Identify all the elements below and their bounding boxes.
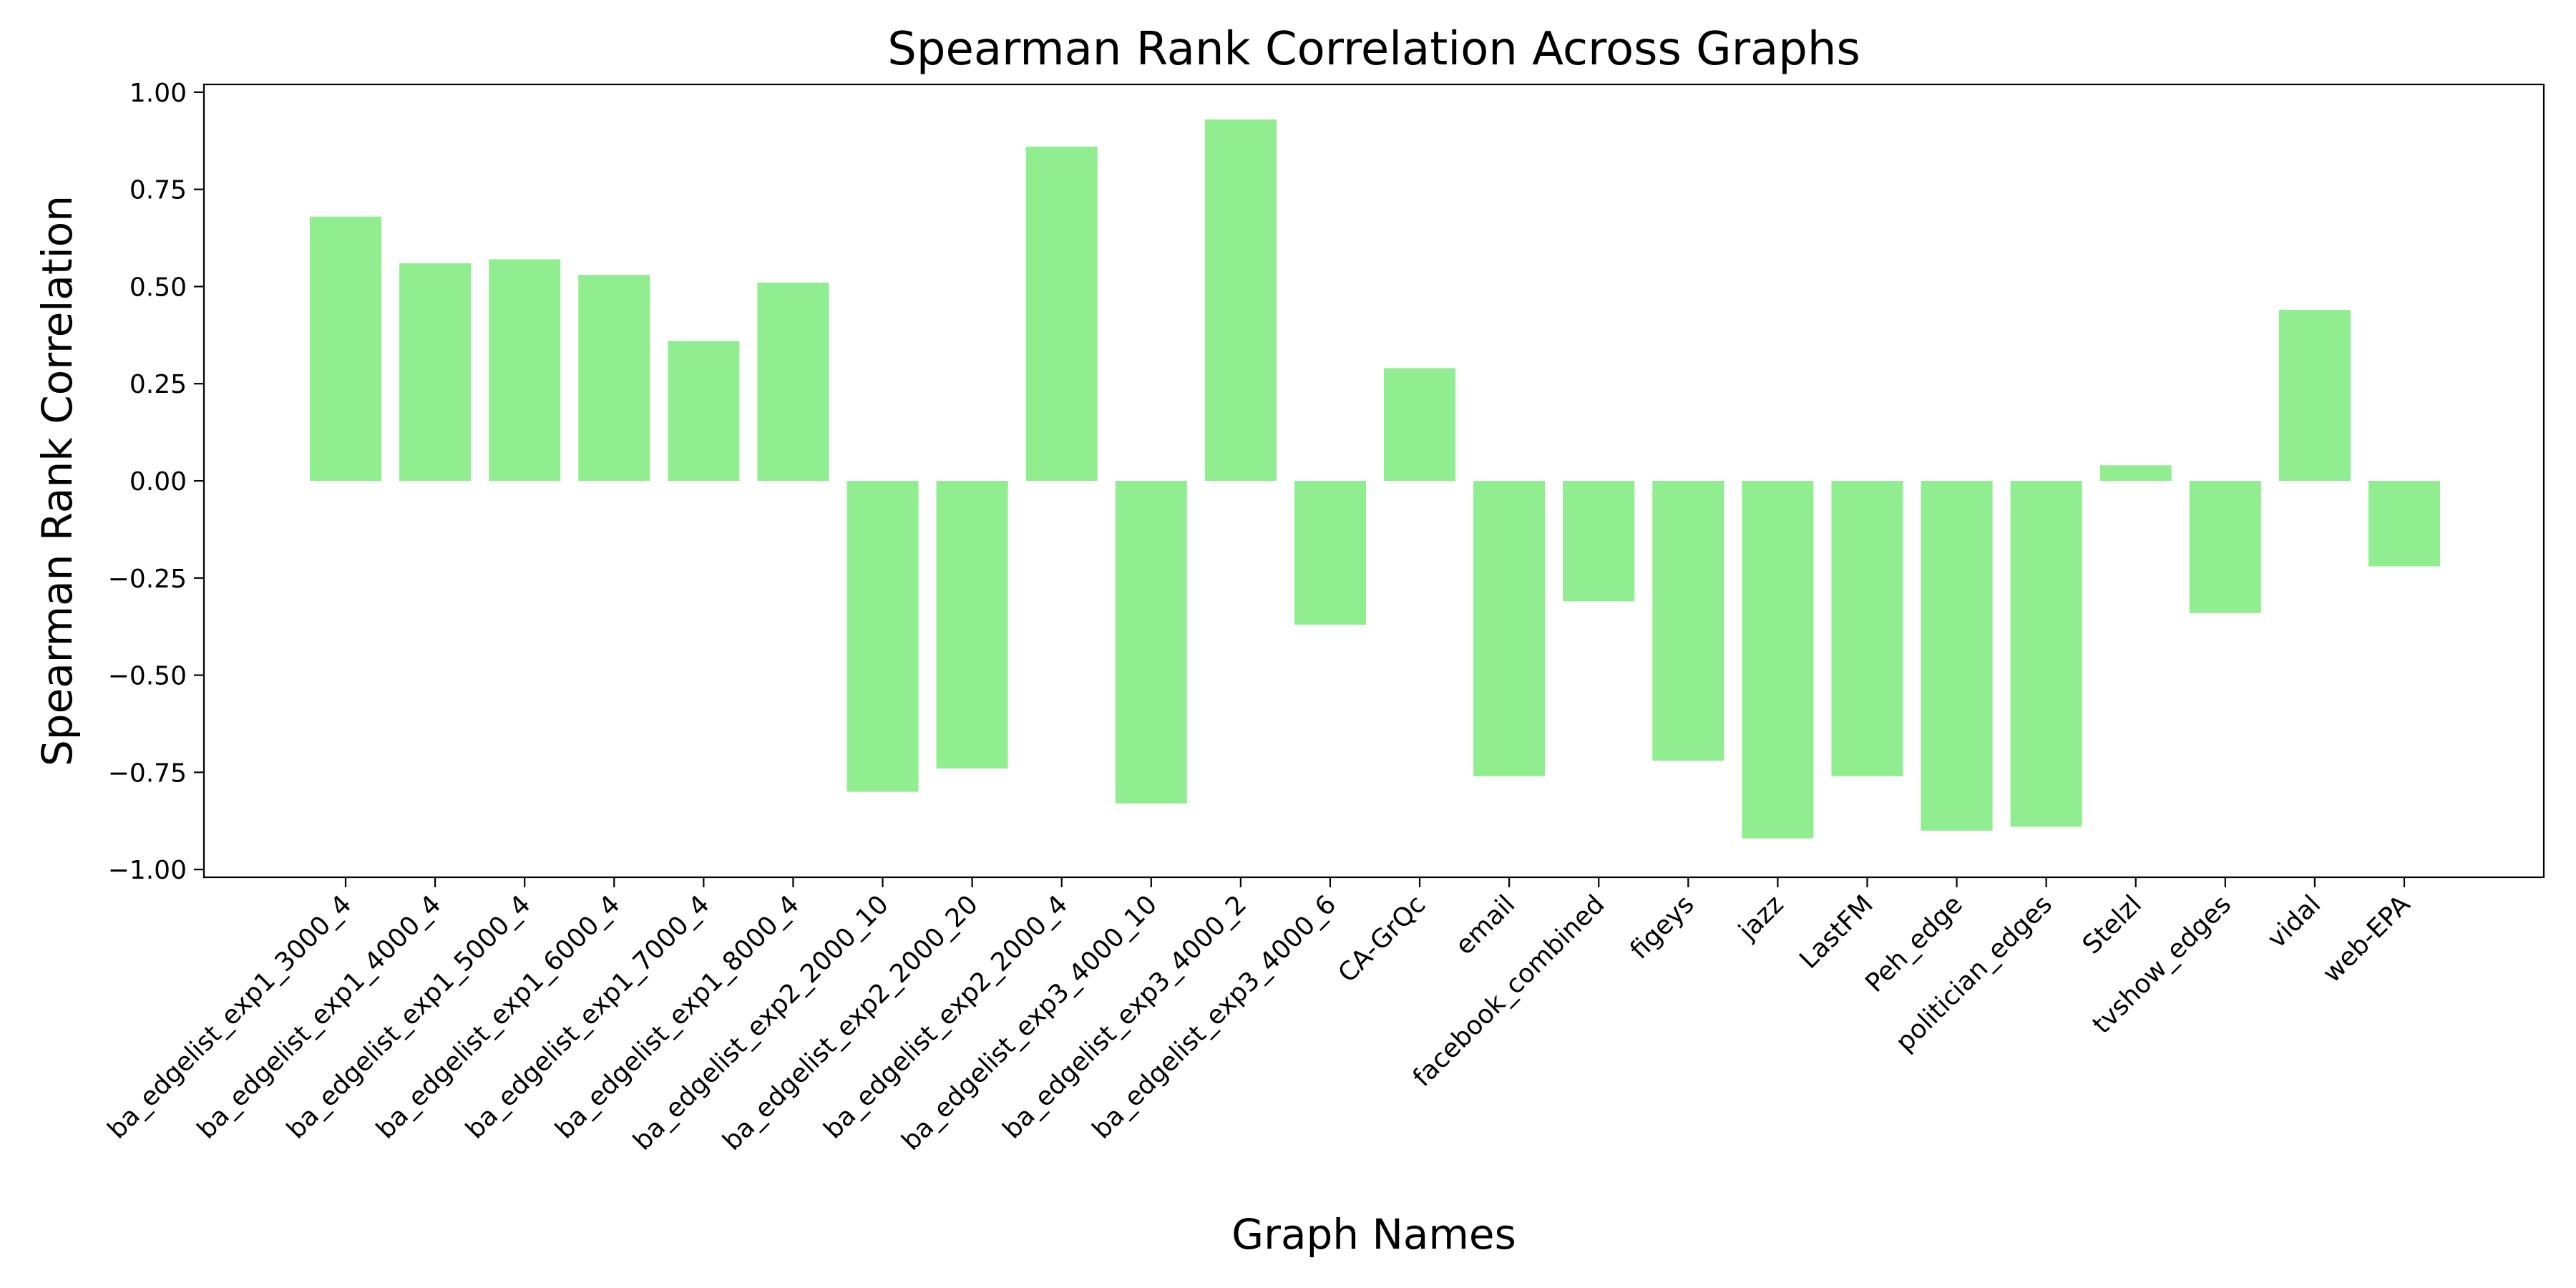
x-tick-label: CA-GrQc bbox=[1332, 889, 1431, 988]
bar bbox=[1652, 481, 1724, 761]
bar bbox=[1384, 368, 1456, 481]
bar bbox=[847, 481, 919, 792]
y-tick-label: 0.75 bbox=[130, 176, 187, 205]
bar bbox=[2368, 481, 2441, 567]
x-tick-label: vidal bbox=[2262, 889, 2326, 954]
bar bbox=[668, 341, 740, 481]
bar bbox=[309, 216, 382, 481]
x-tick-label: web-EPA bbox=[2317, 889, 2416, 988]
bar bbox=[489, 259, 561, 481]
y-tick-label: −0.75 bbox=[108, 758, 187, 788]
y-axis-ticks: 1.00 0.75 0.50 0.25 0.00 −0.25 −0.50 −0.75 −1.00 bbox=[108, 79, 204, 885]
bar bbox=[1742, 481, 1814, 839]
bar bbox=[1204, 119, 1277, 481]
y-tick-label: 0.25 bbox=[130, 370, 187, 399]
y-tick-label: 0.50 bbox=[130, 273, 187, 302]
bar bbox=[1831, 481, 1903, 776]
chart-title: Spearman Rank Correlation Across Graphs bbox=[887, 23, 1860, 76]
x-tick-label: jazz bbox=[1733, 889, 1790, 946]
bar bbox=[399, 263, 472, 481]
bar bbox=[2010, 481, 2082, 827]
bar bbox=[1025, 146, 1098, 481]
bar bbox=[1563, 481, 1635, 602]
bar bbox=[2189, 481, 2261, 613]
bar bbox=[1294, 481, 1366, 625]
x-axis-label: Graph Names bbox=[1231, 1210, 1516, 1259]
y-tick-label: 0.00 bbox=[130, 467, 187, 497]
y-tick-label: −0.25 bbox=[108, 565, 187, 594]
bar bbox=[1115, 481, 1187, 804]
bar bbox=[2099, 465, 2172, 481]
bar bbox=[578, 275, 650, 481]
y-tick-label: 1.00 bbox=[130, 79, 187, 108]
y-tick-label: −0.50 bbox=[108, 662, 187, 691]
bar bbox=[2278, 310, 2351, 481]
plot-frame bbox=[203, 83, 2545, 879]
y-axis-label: Spearman Rank Correlation bbox=[33, 195, 82, 766]
x-tick-label: politician_edges bbox=[1890, 889, 2058, 1057]
x-tick-label: LastFM bbox=[1794, 889, 1879, 975]
bar bbox=[936, 481, 1008, 769]
x-tick-label: figeys bbox=[1624, 889, 1699, 965]
x-tick-label: Stelzl bbox=[2077, 889, 2147, 960]
bar bbox=[1473, 481, 1546, 776]
bar bbox=[757, 283, 829, 481]
x-tick-label: email bbox=[1450, 889, 1521, 960]
bars-layer bbox=[309, 119, 2441, 839]
bar bbox=[1921, 481, 1993, 831]
y-tick-label: −1.00 bbox=[108, 856, 187, 885]
x-axis-ticks: ba_edgelist_exp1_3000_4ba_edgelist_exp1_… bbox=[102, 877, 2416, 1156]
